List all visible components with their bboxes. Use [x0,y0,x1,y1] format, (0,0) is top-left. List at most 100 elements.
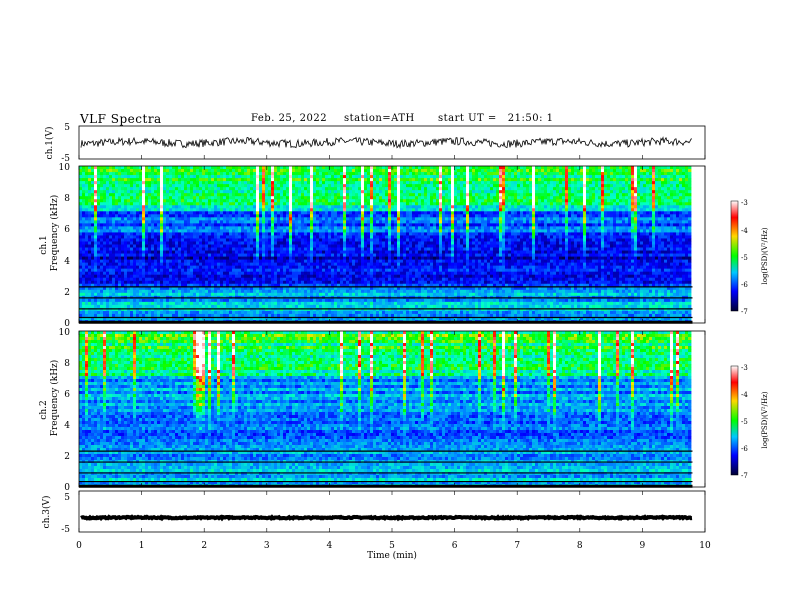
spectrogram-cell [235,265,239,270]
spectrogram-cell [82,187,86,191]
spectrogram-cell [364,304,368,309]
spectrogram-cell [151,178,155,182]
spectrogram-cell [265,265,269,270]
spectrogram-cell [109,310,113,315]
spectrogram-cell [358,307,362,312]
spectrogram-cell [256,274,260,279]
spectrogram-cell [205,232,209,236]
spectrogram-cell [187,214,191,218]
spectrogram-cell [268,265,272,270]
spectrogram-cell [169,286,173,291]
spectrogram-cell [178,220,182,224]
spectrogram-cell [121,310,125,315]
spectrogram-cell [202,232,206,236]
spectrogram-cell [307,289,311,294]
spectrogram-cell [175,193,179,197]
spectrogram-cell [100,193,104,197]
spectrogram-cell [349,208,353,212]
spectrogram-cell [307,298,311,303]
spectrogram-cell [118,229,122,233]
spectrogram-cell [310,316,314,321]
spectrogram-cell [220,220,224,224]
spectrogram-cell [124,214,128,218]
spectrogram-cell [181,172,185,176]
spectrogram-cell [295,190,299,194]
spectrogram-cell [157,250,161,254]
spectrogram-cell [334,274,338,279]
spectrogram-cell [187,220,191,224]
spectrogram-cell [262,286,266,291]
spectrogram-cell [124,316,128,321]
spectrogram-cell [238,205,242,209]
spectrogram-cell [181,253,185,257]
spectrogram-cell [316,283,320,288]
spectrogram-cell [349,247,353,251]
spectrogram-cell [313,181,317,185]
spectrogram-cell [223,271,227,276]
spectrogram-cell [190,250,194,254]
spectrogram-cell [184,190,188,194]
spectrogram-cell [82,271,86,276]
spectrogram-cell [352,301,356,306]
spectrogram-cell [235,175,239,179]
spectrogram-cell [292,265,296,270]
spectrogram-cell [307,181,311,185]
spectrogram-cell [82,199,86,203]
spectrogram-cell [154,169,158,173]
spectrogram-cell [277,310,281,315]
spectrogram-cell [133,304,137,309]
spectrogram-cell [193,310,197,315]
spectrogram-cell [127,256,131,260]
spectrogram-cell [223,211,227,215]
spectrogram-cell [265,193,269,197]
spectrogram-cell [121,166,125,170]
spectrogram-cell [169,199,173,203]
spectrogram-cell [142,289,146,294]
spectrogram-cell [205,181,209,185]
spectrogram-cell [340,199,344,203]
spectrogram-cell [124,304,128,309]
spectrogram-cell [322,181,326,185]
spectrogram-cell [286,250,290,254]
spectrogram-cell [259,217,263,221]
spectrogram-cell [106,244,110,248]
spectrogram-cell [220,205,224,209]
spectrogram-cell [190,220,194,224]
spectrogram-cell [157,280,161,285]
spectrogram-cell [331,166,335,170]
spectrogram-cell [322,244,326,248]
spectrogram-cell [94,238,98,242]
spectrogram-cell [118,271,122,276]
spectrogram-cell [316,301,320,306]
spectrogram-cell [250,235,254,239]
spectrogram-cell [160,286,164,291]
spectrogram-cell [169,256,173,260]
spectrogram-cell [322,184,326,188]
spectrogram-cell [307,265,311,270]
spectrogram-cell [289,181,293,185]
spectrogram-cell [112,265,116,270]
spectrogram-cell [331,301,335,306]
spectrogram-cell [208,223,212,227]
spectrogram-cell [241,178,245,182]
spectrogram-cell [352,265,356,270]
spectrogram-cell [187,313,191,318]
spectrogram-cell [148,304,152,309]
spectrogram-cell [148,166,152,170]
spectrogram-cell [289,202,293,206]
spectrogram-cell [190,181,194,185]
spectrogram-cell [154,238,158,242]
spectrogram-cell [82,172,86,176]
spectrogram-cell [253,175,257,179]
spectrogram-cell [79,205,83,209]
spectrogram-cell [232,316,236,321]
spectrogram-cell [166,298,170,303]
spectrogram-cell [310,256,314,260]
spectrogram-cell [106,286,110,291]
spectrogram-cell [196,181,200,185]
spectrogram-cell [82,184,86,188]
spectrogram-cell [88,262,92,267]
spectrogram-cell [307,235,311,239]
spectrogram-cell [91,307,95,312]
spectrogram-cell [184,244,188,248]
